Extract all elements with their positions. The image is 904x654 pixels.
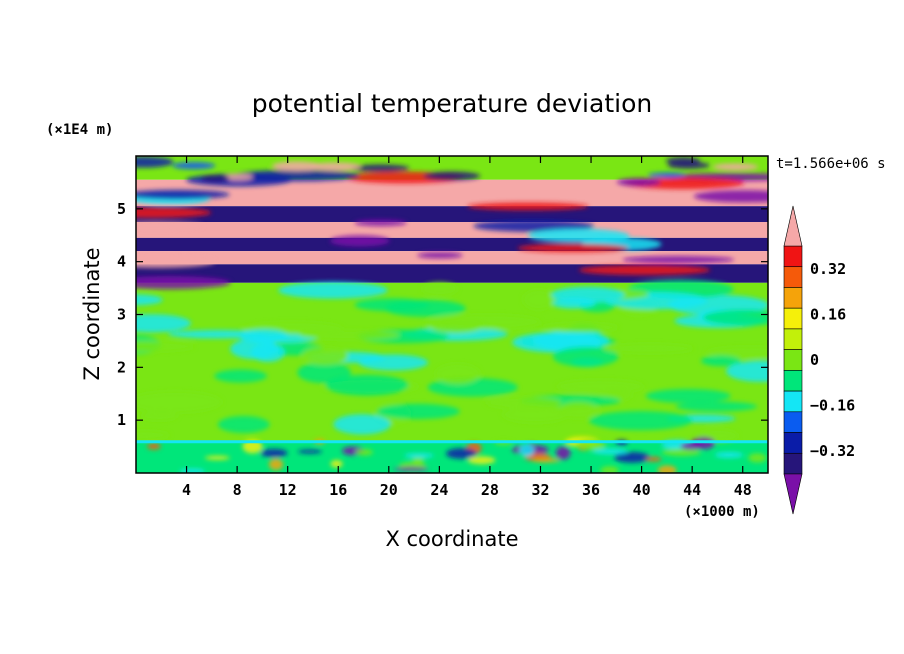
y-tick-label: 3 [117, 306, 126, 324]
time-label: t=1.566e+06 s [776, 156, 886, 172]
colorbar-box [783, 245, 803, 268]
field-layer [136, 206, 768, 223]
colorbar-lower-extend [783, 473, 803, 515]
colorbar-box [783, 328, 803, 350]
interface-line [136, 440, 768, 444]
colorbar-tick-label: 0 [810, 351, 819, 369]
colorbar-box [783, 287, 803, 309]
field-layer [136, 237, 768, 252]
x-tick-label: 32 [531, 481, 549, 499]
colorbar-box [783, 390, 803, 413]
colorbar-box [783, 370, 803, 392]
plot-area [136, 156, 768, 473]
colorbar-upper-extend [783, 205, 803, 247]
y-tick-label: 4 [117, 253, 126, 271]
x-axis-label: X coordinate [385, 527, 518, 551]
colorbar-tick-label: 0.32 [810, 260, 846, 278]
x-tick-label: 16 [329, 481, 347, 499]
y-tick-label: 1 [117, 411, 126, 429]
colorbar-box [783, 452, 803, 475]
field-texture [136, 156, 768, 473]
y-axis-label: Z coordinate [80, 247, 104, 380]
x-tick-label: 4 [182, 481, 191, 499]
colorbar-tick-label: 0.16 [810, 305, 846, 323]
x-tick-label: 24 [430, 481, 448, 499]
x-tick-label: 12 [279, 481, 297, 499]
y-tick-label: 2 [117, 358, 126, 376]
y-axis-ticks: 1 2 3 4 5 [117, 200, 768, 429]
y-axis-unit: (×1E4 m) [46, 122, 113, 138]
colorbar-box [783, 266, 803, 288]
x-axis-ticks: 4 8 12 16 20 24 28 32 36 40 44 48 [182, 156, 752, 499]
contour-field [136, 156, 768, 473]
colorbar-box [783, 432, 803, 454]
x-axis-unit: (×1000 m) [684, 504, 760, 520]
colorbar-box [783, 411, 803, 433]
x-tick-label: 40 [633, 481, 651, 499]
colorbar-tick-label: −0.16 [810, 397, 855, 415]
colorbar-tick-label: −0.32 [810, 442, 855, 460]
colorbar-box [783, 349, 803, 371]
x-tick-label: 48 [734, 481, 752, 499]
colorbar-box [783, 307, 803, 330]
chart-title: potential temperature deviation [252, 89, 652, 118]
x-tick-label: 44 [683, 481, 701, 499]
y-tick-label: 5 [117, 200, 126, 218]
field-layer [136, 222, 768, 238]
x-tick-label: 8 [233, 481, 242, 499]
x-tick-label: 28 [481, 481, 499, 499]
x-tick-label: 36 [582, 481, 600, 499]
colorbar: 0.32 0.16 0 −0.16 −0.32 [783, 205, 855, 515]
x-tick-label: 20 [380, 481, 398, 499]
